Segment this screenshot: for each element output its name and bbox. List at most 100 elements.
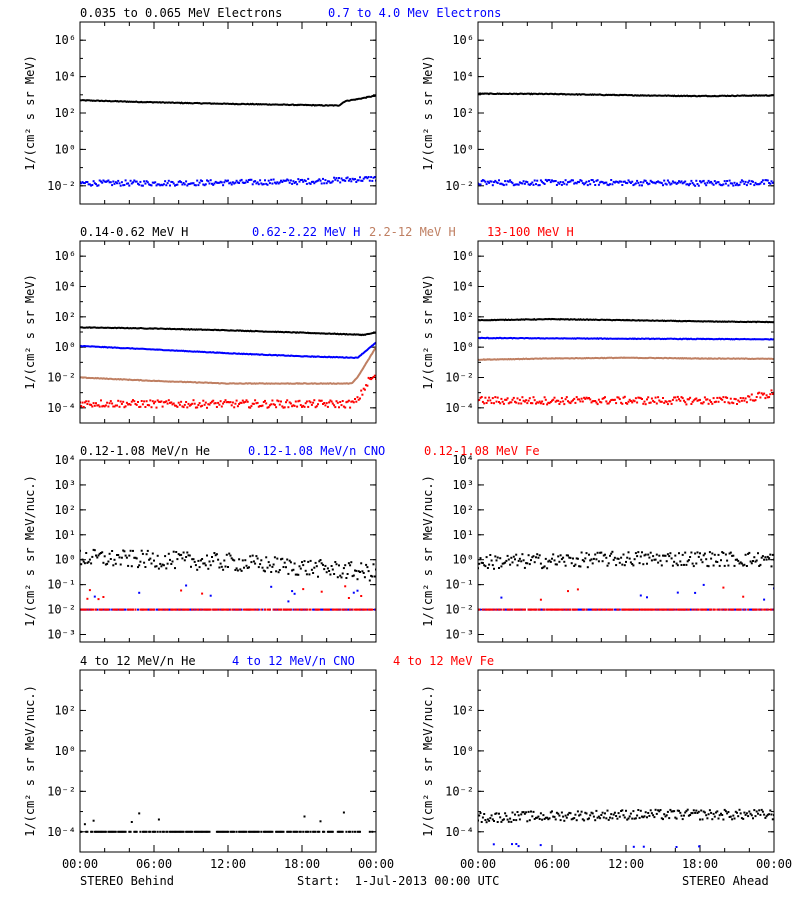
- data-point: [626, 182, 629, 185]
- data-point: [154, 565, 157, 568]
- data-point: [713, 401, 716, 404]
- legend-entry: 4 to 12 MeV/n CNO: [232, 654, 355, 668]
- data-point: [650, 180, 653, 183]
- data-point: [551, 608, 553, 611]
- data-point: [213, 182, 216, 185]
- data-point: [114, 404, 117, 407]
- series-line: [478, 356, 774, 362]
- data-point: [641, 184, 643, 187]
- data-point: [175, 184, 178, 186]
- data-point: [499, 402, 502, 405]
- series-13-100-mev-h: [80, 374, 376, 409]
- data-point: [299, 608, 302, 611]
- data-point: [135, 557, 138, 560]
- data-point: [483, 564, 486, 567]
- x-tick-label: 12:00: [608, 857, 644, 871]
- series-0-62-2-22-mev-h: [478, 336, 774, 341]
- data-point: [368, 579, 371, 582]
- data-point: [734, 810, 737, 813]
- data-point: [500, 608, 503, 611]
- data-point: [171, 830, 174, 833]
- data-point: [648, 401, 651, 404]
- data-point: [641, 398, 643, 400]
- data-point: [692, 608, 695, 611]
- data-point: [569, 556, 572, 559]
- data-point: [227, 179, 229, 182]
- data-point: [572, 399, 574, 402]
- data-point: [589, 814, 592, 817]
- data-point: [720, 812, 722, 815]
- data-point: [160, 183, 163, 186]
- data-point: [265, 830, 268, 833]
- data-point: [613, 398, 616, 401]
- data-point: [763, 182, 766, 185]
- data-point: [490, 402, 493, 404]
- data-point: [649, 809, 652, 812]
- data-point: [687, 814, 690, 817]
- data-point: [220, 830, 223, 833]
- data-point: [225, 830, 228, 833]
- data-point: [153, 181, 155, 184]
- data-point: [684, 180, 687, 183]
- data-point: [699, 552, 701, 555]
- data-point: [287, 830, 290, 833]
- data-point: [246, 608, 249, 611]
- data-point: [123, 830, 126, 833]
- data-point: [336, 830, 339, 833]
- data-point: [249, 406, 252, 409]
- data-point: [724, 810, 727, 813]
- data-point: [135, 403, 138, 406]
- data-point: [245, 399, 248, 402]
- data-point: [479, 608, 482, 611]
- data-point: [159, 830, 162, 833]
- data-point: [625, 560, 627, 563]
- data-point: [689, 608, 692, 611]
- data-point: [341, 400, 344, 402]
- data-point: [488, 181, 491, 184]
- data-point: [694, 608, 697, 611]
- data-point: [701, 608, 704, 611]
- data-point: [260, 182, 263, 185]
- data-point: [623, 816, 626, 819]
- data-point: [98, 179, 101, 182]
- data-point: [246, 400, 249, 403]
- data-point: [265, 402, 268, 405]
- data-point: [743, 608, 746, 611]
- data-point: [616, 817, 619, 820]
- data-point: [655, 181, 658, 183]
- data-point: [525, 562, 528, 565]
- data-point: [484, 565, 487, 568]
- data-point: [505, 559, 508, 562]
- data-point: [654, 608, 657, 611]
- data-point: [318, 560, 321, 563]
- data-point: [132, 181, 134, 184]
- data-point: [101, 405, 104, 408]
- data-point: [220, 565, 223, 568]
- data-point: [248, 830, 250, 833]
- data-point: [520, 402, 523, 405]
- data-point: [700, 809, 703, 812]
- data-point: [512, 184, 515, 187]
- data-point: [185, 180, 188, 183]
- data-point: [202, 562, 205, 565]
- data-point: [620, 810, 623, 812]
- data-point: [631, 608, 634, 611]
- data-point: [125, 401, 128, 404]
- data-point: [350, 561, 353, 564]
- data-point: [553, 608, 556, 611]
- series-0-7-to-4-0-mev-electrons: [80, 176, 376, 187]
- data-point: [328, 180, 331, 183]
- data-point: [220, 405, 223, 408]
- data-point: [701, 561, 704, 564]
- data-point: [199, 559, 202, 562]
- data-point: [336, 401, 339, 404]
- data-point: [371, 179, 374, 182]
- data-point: [670, 608, 673, 611]
- data-point: [541, 567, 544, 570]
- data-point: [530, 402, 532, 405]
- data-point: [554, 563, 557, 566]
- data-point: [499, 608, 502, 611]
- data-point: [267, 179, 270, 182]
- data-point: [167, 399, 170, 402]
